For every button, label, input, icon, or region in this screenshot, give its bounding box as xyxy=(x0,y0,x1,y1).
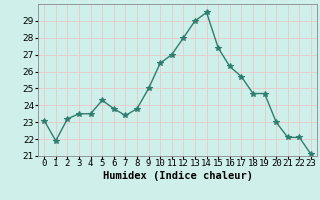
X-axis label: Humidex (Indice chaleur): Humidex (Indice chaleur) xyxy=(103,171,252,181)
